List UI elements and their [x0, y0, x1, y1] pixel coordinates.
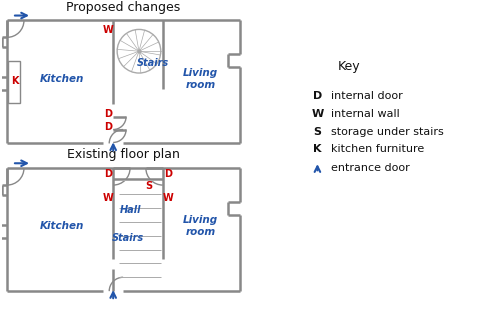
Text: K: K	[12, 76, 19, 86]
Text: internal wall: internal wall	[332, 109, 400, 119]
Text: entrance door: entrance door	[332, 163, 410, 173]
Bar	[8, 61, 20, 103]
Text: Key: Key	[338, 60, 360, 73]
Text: S: S	[314, 126, 322, 137]
Text: Living
room: Living room	[183, 215, 218, 236]
Text: D: D	[104, 169, 112, 179]
Text: Kitchen: Kitchen	[40, 74, 84, 84]
Text: kitchen furniture: kitchen furniture	[332, 144, 424, 154]
Text: W: W	[103, 25, 114, 36]
Text: Kitchen: Kitchen	[40, 221, 84, 231]
Text: Living
room: Living room	[183, 68, 218, 90]
Text: Stairs: Stairs	[137, 58, 169, 68]
Text: Stairs: Stairs	[112, 233, 144, 243]
Text: D: D	[313, 91, 322, 101]
Text: internal door: internal door	[332, 91, 403, 101]
Text: D: D	[104, 109, 112, 119]
Text: Hall: Hall	[120, 205, 142, 215]
Text: Proposed changes: Proposed changes	[66, 1, 180, 14]
Text: W: W	[312, 109, 324, 119]
Text: S: S	[146, 181, 152, 191]
Text: D: D	[104, 121, 112, 132]
Text: K: K	[313, 144, 322, 154]
Text: D: D	[164, 169, 172, 179]
Text: W: W	[162, 193, 173, 203]
Text: W: W	[103, 193, 114, 203]
Text: storage under stairs: storage under stairs	[332, 126, 444, 137]
Text: Existing floor plan: Existing floor plan	[66, 148, 180, 161]
